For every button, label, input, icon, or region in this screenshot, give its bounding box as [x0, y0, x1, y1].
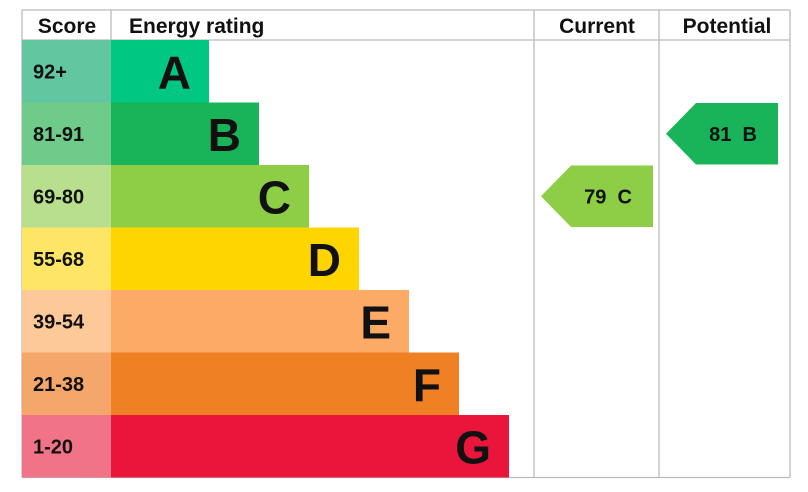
current-rating-arrow: 79 C [541, 165, 653, 227]
band-letter: B [208, 109, 241, 161]
band-e: 39-54 E [22, 290, 409, 353]
score-cell [22, 102, 111, 165]
score-range: 81-91 [33, 124, 84, 146]
band-letter: G [455, 421, 491, 473]
band-bar [111, 227, 359, 290]
score-range: 21-38 [33, 374, 84, 396]
score-range: 1-20 [33, 436, 73, 458]
band-letter: E [360, 296, 391, 348]
current-rating-arrow-shape [541, 165, 653, 227]
potential-rating-arrow-label: 81 B [709, 124, 757, 146]
score-cell [22, 352, 111, 415]
band-g: 1-20 G [22, 415, 509, 478]
rating-bands: 92+ A 81-91 B 69-80 C 55-68 D 39-54 E 21-38 F 1-20 G [22, 40, 509, 478]
band-bar [111, 352, 459, 415]
score-range: 55-68 [33, 249, 84, 271]
header-current: Current [559, 15, 635, 38]
score-range: 39-54 [33, 311, 85, 333]
band-bar [111, 102, 259, 165]
potential-rating-arrow-shape [666, 103, 778, 165]
band-bar [111, 40, 209, 103]
rating-arrows: 79 C 81 B [541, 103, 778, 227]
score-cell [22, 415, 111, 478]
band-bar [111, 290, 409, 353]
header-score: Score [38, 15, 96, 38]
band-letter: C [258, 171, 291, 223]
score-cell [22, 165, 111, 228]
score-range: 92+ [33, 61, 67, 83]
band-bar [111, 415, 509, 478]
band-bar [111, 165, 309, 228]
potential-rating-arrow: 81 B [666, 103, 778, 165]
header-potential: Potential [683, 15, 772, 38]
band-letter: A [158, 46, 191, 98]
band-letter: D [308, 234, 341, 286]
score-cell [22, 40, 111, 103]
band-c: 69-80 C [22, 165, 309, 228]
header-energy-rating: Energy rating [129, 15, 264, 38]
current-rating-arrow-label: 79 C [584, 186, 632, 208]
score-cell [22, 290, 111, 353]
score-range: 69-80 [33, 186, 84, 208]
band-f: 21-38 F [22, 352, 459, 415]
band-d: 55-68 D [22, 227, 359, 290]
score-cell [22, 227, 111, 290]
band-a: 92+ A [22, 40, 209, 103]
band-letter: F [413, 359, 441, 411]
band-b: 81-91 B [22, 102, 259, 165]
